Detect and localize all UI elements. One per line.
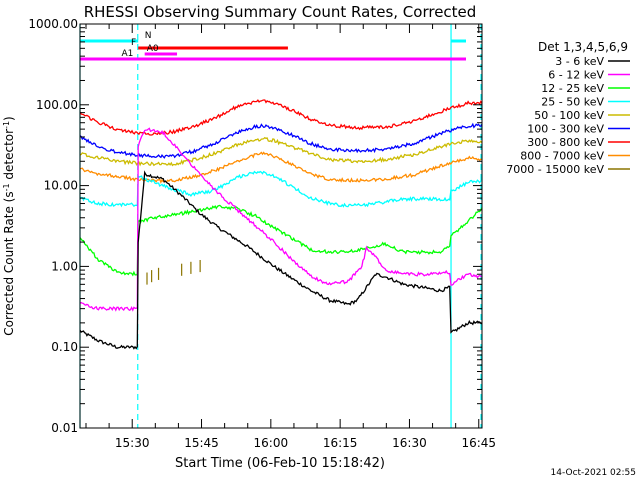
timestamp: 14-Oct-2021 02:55 <box>551 468 636 478</box>
y-axis-label: Corrected Count Rate (s-1 detector-1) <box>2 116 16 335</box>
legend-label: 12 - 25 keV <box>541 82 604 95</box>
state-label-a1: A1 <box>121 49 133 59</box>
legend-title: Det 1,3,4,5,6,9 <box>538 40 628 54</box>
y-tick-label: 10.00 <box>44 179 78 193</box>
legend-label: 300 - 800 keV <box>527 136 604 149</box>
x-tick-label: 16:45 <box>461 436 496 450</box>
y-tick-label: 1000.00 <box>28 17 78 31</box>
y-tick-label: 0.10 <box>51 340 78 354</box>
x-tick-label: 16:15 <box>323 436 358 450</box>
x-tick-label: 16:00 <box>254 436 289 450</box>
legend-label: 25 - 50 keV <box>541 96 604 109</box>
state-label-n: N <box>145 31 152 41</box>
state-label-f: F <box>131 38 136 48</box>
x-tick-label: 15:45 <box>184 436 219 450</box>
state-label-a0: A0 <box>147 44 159 54</box>
legend-label: 800 - 7000 keV <box>520 150 604 163</box>
x-tick-label: 16:30 <box>392 436 427 450</box>
y-tick-label: 1.00 <box>51 259 78 273</box>
y-tick-label: 100.00 <box>36 98 78 112</box>
legend-label: 100 - 300 keV <box>527 123 604 136</box>
legend-label: 7000 - 15000 keV <box>506 163 604 176</box>
chart: RHESSI Observing Summary Count Rates, Co… <box>0 0 640 480</box>
legend-label: 6 - 12 keV <box>548 69 604 82</box>
y-tick-label: 0.01 <box>51 421 78 435</box>
x-tick-label: 15:30 <box>115 436 150 450</box>
x-axis-label: Start Time (06-Feb-10 15:18:42) <box>175 456 385 471</box>
legend-label: 3 - 6 keV <box>555 55 604 68</box>
legend-label: 50 - 100 keV <box>534 109 604 122</box>
chart-title: RHESSI Observing Summary Count Rates, Co… <box>84 3 477 21</box>
